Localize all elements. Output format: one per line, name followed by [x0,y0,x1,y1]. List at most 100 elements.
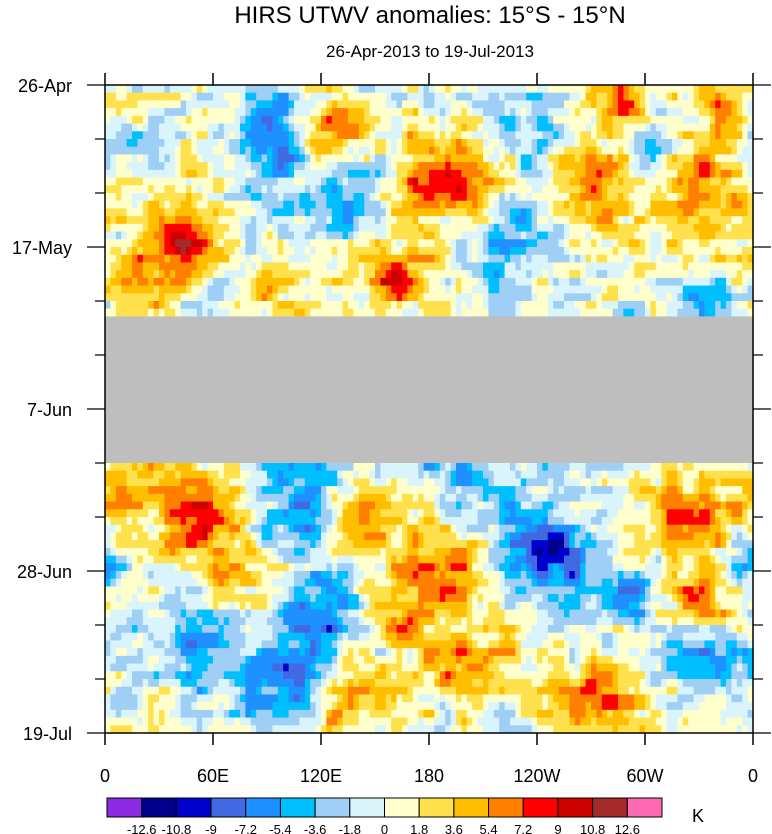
heatmap-cell [601,277,608,287]
heatmap-cell [240,200,246,210]
heatmap-cell [294,177,300,186]
heatmap-cell [537,200,543,210]
heatmap-cell [277,301,284,310]
heatmap-cell [650,139,657,148]
heatmap-cell [504,247,511,256]
heatmap-cell [423,293,430,302]
heatmap-cell [526,231,533,240]
heatmap-cell [564,92,570,102]
heatmap-cell [434,177,441,186]
heatmap-cell [456,308,462,318]
heatmap-cell [218,92,225,102]
heatmap-cell [585,154,592,163]
heatmap-cell [537,185,543,194]
heatmap-cell [153,146,160,156]
heatmap-cell [148,208,155,217]
heatmap-cell [304,200,311,210]
heatmap-cell [477,85,484,94]
heatmap-cell [596,169,603,179]
heatmap-cell [132,216,138,225]
heatmap-cell [585,223,592,233]
heatmap-cell [364,162,371,171]
heatmap-cell [520,169,527,179]
heatmap-cell [542,162,549,171]
heatmap-cell [277,239,284,248]
heatmap-cell [261,185,268,194]
heatmap-cell [704,154,711,163]
heatmap-cell [169,177,176,186]
heatmap-cell [661,162,668,171]
heatmap-cell [693,216,700,225]
heatmap-cell [618,131,624,140]
heatmap-cell [207,262,214,271]
heatmap-cell [186,308,192,318]
heatmap-cell [580,223,587,233]
heatmap-cell [537,162,543,171]
heatmap-cell [655,285,662,294]
heatmap-cell [483,100,489,109]
heatmap-cell [169,92,176,102]
heatmap-cell [126,270,133,279]
heatmap-cell [402,262,408,271]
heatmap-cell [331,301,338,310]
heatmap-cell [547,308,554,318]
heatmap-cell [240,231,246,240]
heatmap-cell [272,239,279,248]
heatmap-cell [504,146,511,156]
heatmap-cell [585,92,592,102]
heatmap-cell [645,146,651,156]
heatmap-cell [229,247,236,256]
heatmap-cell [337,146,344,156]
heatmap-cell [283,131,290,140]
heatmap-cell [466,308,473,318]
heatmap-cell [137,123,144,132]
heatmap-cell [607,139,614,148]
heatmap-cell [526,92,533,102]
heatmap-cell [310,223,317,233]
heatmap-cell [110,92,117,102]
heatmap-cell [634,285,641,294]
heatmap-cell [434,262,441,271]
heatmap-cell [688,185,695,194]
heatmap-cell [569,270,576,279]
heatmap-cell [294,139,300,148]
heatmap-cell [596,231,603,240]
heatmap-cell [256,108,263,117]
heatmap-cell [240,270,246,279]
heatmap-cell [585,162,592,171]
heatmap-cell [407,177,414,186]
heatmap-cell [315,146,322,156]
heatmap-cell [628,270,635,279]
heatmap-cell [699,293,705,302]
heatmap-cell [223,262,230,271]
heatmap-cell [655,139,662,148]
heatmap-cell [456,154,462,163]
heatmap-cell [677,216,684,225]
heatmap-cell [429,254,435,264]
heatmap-cell [364,154,371,163]
heatmap-cell [628,177,635,186]
heatmap-cell [369,301,376,310]
heatmap-cell [213,193,219,202]
heatmap-cell [153,200,160,210]
heatmap-cell [504,239,511,248]
heatmap-cell [207,293,214,302]
heatmap-cell [650,169,657,179]
heatmap-cell [472,270,479,279]
heatmap-cell [202,139,209,148]
heatmap-cell [499,216,506,225]
heatmap-cell [250,262,257,271]
heatmap-cell [310,131,317,140]
heatmap-cell [132,293,138,302]
heatmap-cell [688,216,695,225]
heatmap-cell [731,308,738,318]
heatmap-cell [175,131,182,140]
heatmap-cell [510,285,516,294]
heatmap-cell [223,146,230,156]
heatmap-cell [520,92,527,102]
heatmap-cell [218,185,225,194]
heatmap-cell [315,270,322,279]
heatmap-cell [234,146,241,156]
heatmap-cell [369,254,376,264]
heatmap-cell [515,177,522,186]
